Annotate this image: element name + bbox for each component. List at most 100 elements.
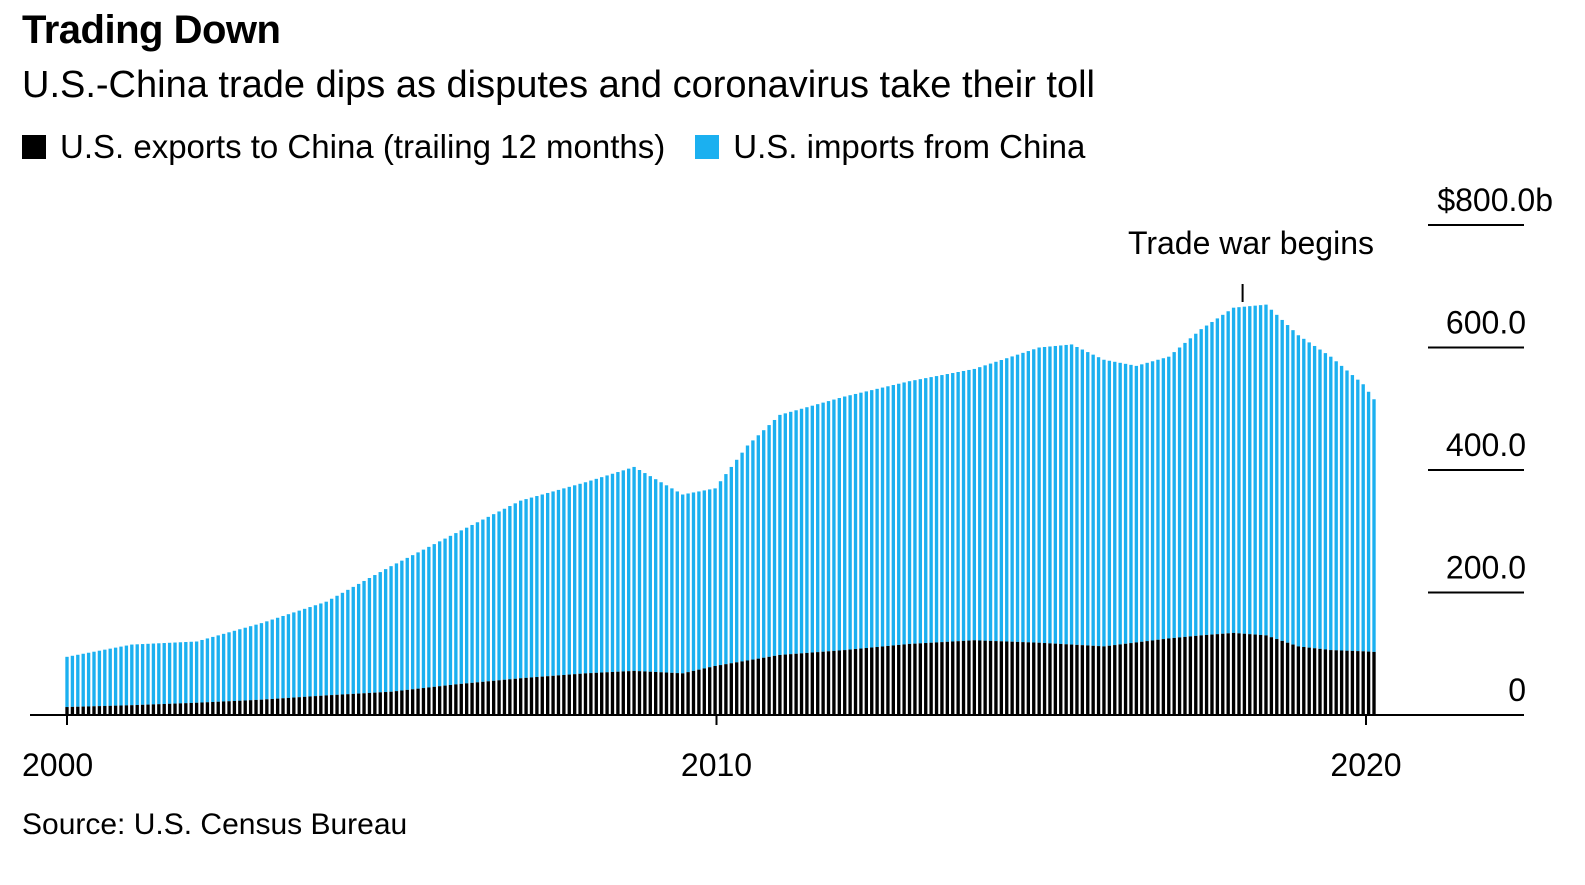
exports-bar: [945, 641, 950, 715]
exports-bar: [178, 703, 183, 715]
exports-bar: [616, 671, 620, 715]
imports-bar: [1005, 358, 1009, 642]
legend-swatch-exports: [22, 135, 46, 159]
imports-bar: [1150, 361, 1155, 641]
imports-bar: [832, 399, 836, 651]
imports-bar: [1291, 330, 1295, 645]
exports-bar: [135, 705, 139, 715]
imports-bar: [1312, 345, 1317, 649]
exports-bar: [654, 671, 658, 715]
imports-bar: [681, 494, 685, 674]
imports-bar: [1350, 375, 1355, 651]
exports-bar: [697, 669, 701, 715]
exports-bar: [373, 692, 377, 715]
exports-bar: [416, 688, 420, 715]
exports-bar: [843, 650, 847, 715]
imports-bar: [1226, 311, 1230, 634]
exports-bar: [448, 684, 453, 715]
exports-bar: [1334, 650, 1338, 715]
imports-bar: [988, 363, 993, 641]
y-tick-label: 0: [1508, 672, 1526, 708]
imports-bar: [751, 440, 755, 660]
exports-bar: [1253, 634, 1257, 715]
x-tick-label: 2010: [681, 747, 752, 783]
imports-bar: [81, 653, 85, 707]
imports-bar: [529, 497, 534, 678]
exports-bar: [1113, 645, 1117, 715]
exports-bar: [778, 654, 782, 715]
exports-bar: [880, 646, 885, 715]
imports-bar: [351, 586, 355, 694]
imports-bar: [394, 563, 399, 692]
legend-label-imports: U.S. imports from China: [733, 128, 1086, 165]
imports-bar: [1026, 351, 1031, 643]
imports-bar: [373, 575, 377, 693]
exports-bar: [783, 654, 787, 715]
imports-bar: [491, 514, 496, 681]
imports-bar: [410, 555, 415, 690]
imports-bar: [146, 643, 150, 705]
imports-bar: [1102, 359, 1106, 647]
exports-bar: [194, 702, 199, 715]
exports-bar: [1021, 642, 1025, 715]
exports-bar: [1318, 648, 1322, 715]
imports-bar: [724, 474, 728, 665]
exports-bar: [1140, 641, 1144, 715]
exports-bar: [308, 696, 312, 715]
imports-bar: [1253, 305, 1257, 635]
exports-bar: [1118, 644, 1122, 715]
imports-bar: [119, 646, 123, 706]
exports-bar: [124, 705, 129, 715]
imports-bar: [918, 379, 923, 644]
imports-bar: [443, 538, 447, 686]
imports-bar: [1123, 363, 1128, 644]
imports-bar: [578, 483, 582, 674]
imports-bar: [886, 386, 890, 646]
exports-bar: [92, 706, 96, 715]
exports-bar: [573, 674, 577, 715]
exports-bar: [324, 695, 328, 715]
exports-bar: [886, 645, 890, 715]
imports-bar: [897, 383, 901, 645]
imports-bar: [130, 644, 134, 706]
imports-bar: [427, 546, 431, 688]
imports-bar: [826, 401, 831, 652]
exports-bar: [870, 647, 874, 715]
exports-bar: [1231, 632, 1236, 715]
exports-bar: [297, 697, 301, 715]
imports-bar: [810, 405, 814, 653]
imports-bar: [1048, 346, 1052, 644]
exports-bar: [913, 643, 917, 715]
imports-bar: [1264, 304, 1268, 636]
imports-bar: [135, 644, 139, 705]
imports-bar: [778, 414, 782, 655]
exports-bar: [70, 706, 75, 715]
exports-bar: [378, 692, 382, 715]
exports-bar: [718, 665, 723, 715]
imports-bar: [292, 612, 296, 698]
imports-bar: [1323, 353, 1328, 650]
exports-bar: [367, 692, 372, 715]
imports-bar: [772, 419, 777, 656]
exports-bar: [691, 670, 696, 715]
exports-bar: [751, 659, 755, 715]
imports-bar: [140, 644, 145, 705]
exports-bar: [1032, 642, 1036, 715]
imports-bar: [254, 624, 258, 700]
exports-bar: [1150, 640, 1155, 715]
imports-bar: [1059, 345, 1063, 644]
exports-bar: [978, 640, 982, 715]
imports-bar: [654, 479, 658, 672]
imports-bar: [481, 519, 485, 682]
imports-bar: [1269, 309, 1274, 638]
exports-bar: [956, 641, 960, 715]
imports-bar: [945, 374, 950, 642]
imports-bar: [1215, 318, 1220, 635]
exports-bar: [729, 663, 733, 715]
imports-bar: [853, 393, 858, 650]
exports-bar: [600, 672, 604, 715]
exports-bar: [1075, 644, 1079, 715]
exports-bar: [929, 642, 933, 715]
exports-bar: [540, 676, 544, 715]
